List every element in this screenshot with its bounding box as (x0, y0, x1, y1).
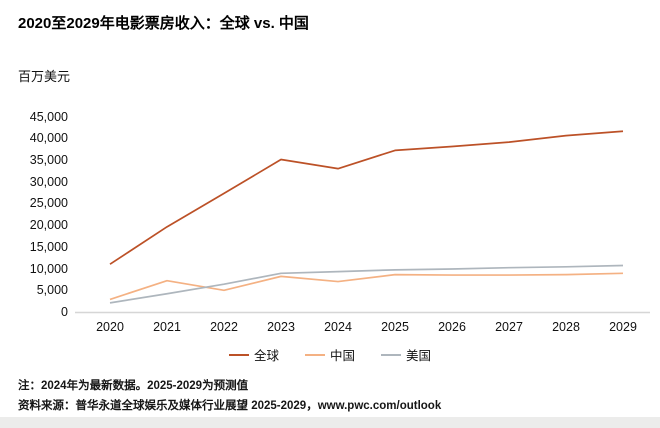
footnote-note: 注：2024年为最新数据。2025-2029为预测值 (18, 380, 249, 392)
y-axis-unit-label: 百万美元 (18, 69, 71, 84)
y-tick-label: 25,000 (29, 196, 68, 211)
y-tick-label: 45,000 (29, 109, 68, 124)
chart-legend: 全球 中国 美国 (0, 345, 660, 364)
legend-line-swatch (381, 353, 401, 356)
y-tick-label: 5,000 (36, 283, 68, 298)
x-tick-label: 2026 (438, 320, 466, 334)
series-line-美国 (109, 264, 624, 304)
chart-title: 2020至2029年电影票房收入：全球 vs. 中国 (18, 15, 309, 32)
x-tick-label: 2024 (324, 320, 352, 334)
y-tick-label: 20,000 (29, 218, 68, 233)
legend-label: 全球 (253, 349, 279, 363)
legend-label: 中国 (329, 349, 355, 363)
x-tick-label: 2025 (381, 320, 409, 334)
legend-line-swatch (304, 353, 325, 356)
x-tick-label: 2020 (96, 320, 124, 334)
legend-item-全球: 全球 (228, 345, 279, 364)
y-tick-label: 35,000 (29, 152, 68, 167)
series-line-全球 (109, 130, 624, 265)
x-tick-label: 2029 (609, 320, 637, 334)
series-line-中国 (109, 272, 624, 301)
bottom-edge-strip (0, 417, 660, 428)
y-tick-label: 40,000 (29, 131, 68, 146)
y-tick-label: 0 (61, 305, 68, 319)
footnote-source: 资料来源：普华永道全球娱乐及媒体行业展望 2025-2029，www.pwc.c… (18, 400, 442, 412)
x-tick-label: 2021 (153, 320, 181, 334)
y-tick-label: 10,000 (29, 261, 68, 276)
x-tick-label: 2023 (267, 320, 295, 334)
y-tick-label: 30,000 (29, 174, 68, 189)
x-tick-label: 2022 (210, 320, 238, 334)
y-tick-label: 15,000 (29, 239, 68, 254)
legend-line-swatch (228, 353, 249, 356)
legend-item-美国: 美国 (381, 345, 431, 364)
legend-label: 美国 (406, 349, 432, 363)
legend-item-中国: 中国 (304, 345, 355, 364)
x-tick-label: 2027 (495, 320, 523, 334)
x-tick-label: 2028 (552, 320, 580, 334)
